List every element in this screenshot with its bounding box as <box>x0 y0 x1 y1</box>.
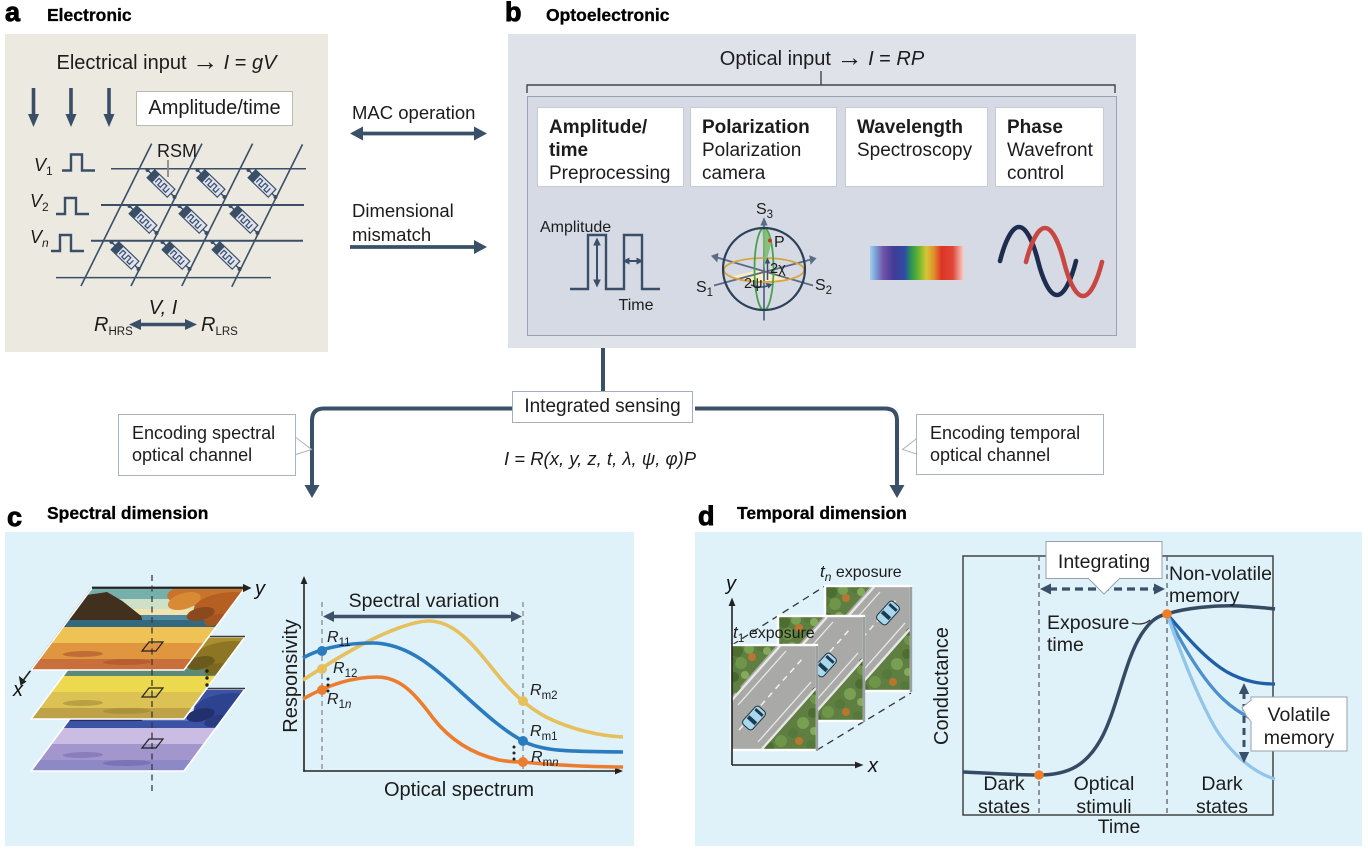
svg-text:Integrating: Integrating <box>1058 551 1150 573</box>
svg-text:Optical spectrum: Optical spectrum <box>384 779 534 801</box>
svg-text:V, I: V, I <box>149 297 178 319</box>
svg-text:time: time <box>1047 634 1084 656</box>
svg-text:RSM: RSM <box>157 141 197 161</box>
svg-text:Optical: Optical <box>1074 773 1135 795</box>
svg-text:Responsivity: Responsivity <box>280 619 302 732</box>
svg-text:x: x <box>867 755 879 777</box>
svg-text:states: states <box>1196 796 1248 818</box>
svg-text:Volatile: Volatile <box>1268 704 1331 726</box>
svg-text:states: states <box>978 796 1030 818</box>
svg-text:P: P <box>774 234 785 251</box>
svg-text:Dark: Dark <box>1201 773 1242 795</box>
svg-text:R12: R12 <box>333 660 357 680</box>
svg-text:Time: Time <box>1098 816 1141 838</box>
svg-text:stimuli: stimuli <box>1076 796 1131 818</box>
svg-text:memory: memory <box>1169 585 1240 607</box>
svg-text:Conductance: Conductance <box>931 627 953 745</box>
svg-text:x: x <box>12 679 24 701</box>
svg-text:Time: Time <box>619 297 654 314</box>
svg-text:2χ: 2χ <box>770 261 786 277</box>
svg-text:R1n: R1n <box>327 691 351 711</box>
svg-text:t1 exposure: t1 exposure <box>733 623 815 645</box>
svg-text:2ψ: 2ψ <box>744 276 762 292</box>
svg-text:memory: memory <box>1264 727 1335 749</box>
svg-text:Non-volatile: Non-volatile <box>1169 563 1272 585</box>
svg-text:y: y <box>253 578 266 600</box>
svg-text:Rmn: Rmn <box>531 749 559 769</box>
svg-text:Exposure: Exposure <box>1047 612 1129 634</box>
svg-text:Amplitude: Amplitude <box>540 219 611 236</box>
svg-text:Rm2: Rm2 <box>530 682 558 702</box>
svg-text:tn exposure: tn exposure <box>820 562 902 584</box>
svg-text:Dark: Dark <box>983 773 1024 795</box>
svg-text:Spectral variation: Spectral variation <box>349 590 500 612</box>
svg-text:Rm1: Rm1 <box>530 723 558 743</box>
svg-text:y: y <box>724 573 737 595</box>
